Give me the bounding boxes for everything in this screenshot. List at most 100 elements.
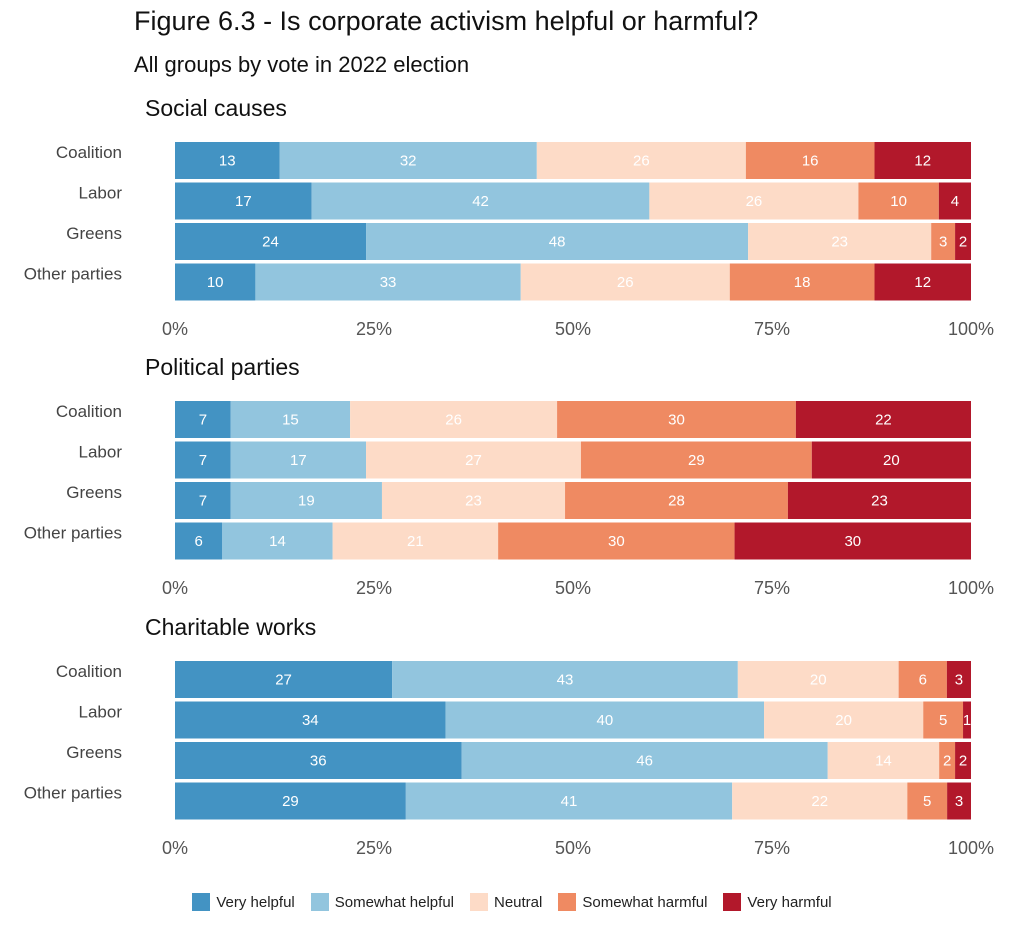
bar-segment — [907, 782, 948, 820]
data-label: 29 — [688, 452, 705, 469]
data-label: 21 — [407, 533, 424, 550]
data-label: 3 — [955, 672, 963, 689]
bar-segment — [732, 782, 908, 820]
data-label: 12 — [914, 153, 931, 170]
bar-segment — [520, 263, 730, 301]
x-tick-label: 75% — [754, 319, 790, 339]
bar-segment — [811, 441, 971, 479]
category-label: Coalition — [56, 143, 122, 162]
bar-segment — [175, 263, 256, 301]
bar-segment — [405, 782, 733, 820]
legend-item: Somewhat helpful — [310, 893, 454, 911]
category-label: Greens — [66, 743, 122, 762]
panel-title: Political parties — [145, 354, 300, 380]
bar-segment — [175, 742, 462, 779]
data-label: 27 — [465, 452, 482, 469]
data-label: 3 — [955, 793, 963, 810]
bar-segment — [381, 482, 566, 519]
bar-segment — [175, 522, 223, 560]
bar-segment — [874, 142, 971, 179]
x-tick-label: 50% — [555, 578, 591, 598]
data-label: 30 — [844, 533, 861, 550]
bar-segment — [230, 401, 351, 438]
category-label: Other parties — [24, 784, 122, 803]
bar-segment — [536, 142, 746, 179]
bar-segment — [955, 742, 971, 779]
data-label: 34 — [302, 712, 319, 729]
data-label: 3 — [939, 234, 947, 251]
legend-item: Very harmful — [723, 893, 832, 911]
data-label: 26 — [746, 193, 763, 210]
bar-segment — [939, 742, 956, 779]
data-label: 20 — [883, 452, 900, 469]
legend-swatch — [470, 893, 488, 911]
bar-segment — [898, 661, 947, 698]
data-label: 20 — [810, 672, 827, 689]
data-label: 6 — [194, 533, 202, 550]
data-label: 1 — [963, 712, 971, 729]
x-tick-label: 100% — [948, 578, 994, 598]
data-label: 33 — [380, 274, 397, 291]
bar-segment — [392, 661, 738, 698]
data-label: 30 — [668, 412, 685, 429]
data-label: 2 — [959, 753, 967, 770]
data-label: 6 — [919, 672, 927, 689]
category-label: Greens — [66, 224, 122, 243]
bar-segment — [827, 742, 940, 779]
bar-segment — [649, 182, 859, 220]
category-label: Other parties — [24, 265, 122, 284]
x-tick-label: 0% — [162, 578, 188, 598]
bar-segment — [931, 223, 956, 260]
bar-segment — [230, 441, 367, 479]
x-tick-label: 25% — [356, 838, 392, 858]
bar-segment — [255, 263, 521, 301]
bar-segment — [764, 701, 924, 739]
legend-swatch — [310, 893, 329, 911]
category-label: Coalition — [56, 662, 122, 681]
category-label: Greens — [66, 483, 122, 502]
category-label: Labor — [79, 184, 123, 203]
data-label: 2 — [943, 753, 951, 770]
bar-segment — [946, 661, 971, 698]
data-label: 13 — [219, 153, 236, 170]
data-label: 27 — [275, 672, 292, 689]
panel-title: Social causes — [145, 95, 287, 121]
category-label: Coalition — [56, 402, 122, 421]
data-label: 22 — [875, 412, 892, 429]
data-label: 22 — [811, 793, 828, 810]
data-label: 7 — [199, 452, 207, 469]
bar-segment — [230, 482, 382, 519]
data-label: 15 — [282, 412, 299, 429]
bar-segment — [279, 142, 537, 179]
bar-segment — [175, 661, 393, 698]
bar-segment — [175, 441, 231, 479]
x-tick-label: 25% — [356, 578, 392, 598]
bar-segment — [175, 182, 312, 220]
chart-subtitle: All groups by vote in 2022 election — [134, 52, 470, 77]
bar-segment — [787, 482, 971, 519]
legend-swatch — [558, 893, 577, 911]
bar-segment — [923, 701, 964, 739]
x-tick-label: 100% — [948, 319, 994, 339]
data-label: 12 — [914, 274, 931, 291]
data-label: 26 — [445, 412, 462, 429]
bar-segment — [737, 661, 899, 698]
data-label: 19 — [298, 493, 315, 510]
bar-segment — [175, 482, 231, 519]
data-label: 17 — [235, 193, 252, 210]
data-label: 24 — [262, 234, 279, 251]
data-label: 10 — [207, 274, 224, 291]
bar-segment — [498, 522, 735, 560]
legend-label: Very harmful — [747, 893, 832, 911]
bar-segment — [795, 401, 971, 438]
legend-label: Neutral — [494, 893, 543, 911]
bar-segment — [734, 522, 971, 560]
data-label: 17 — [290, 452, 307, 469]
category-label: Labor — [79, 703, 123, 722]
bar-segment — [745, 142, 875, 179]
bar-segment — [580, 441, 812, 479]
bar-segment — [748, 223, 932, 260]
bar-segment — [729, 263, 875, 301]
bar-segment — [874, 263, 971, 301]
